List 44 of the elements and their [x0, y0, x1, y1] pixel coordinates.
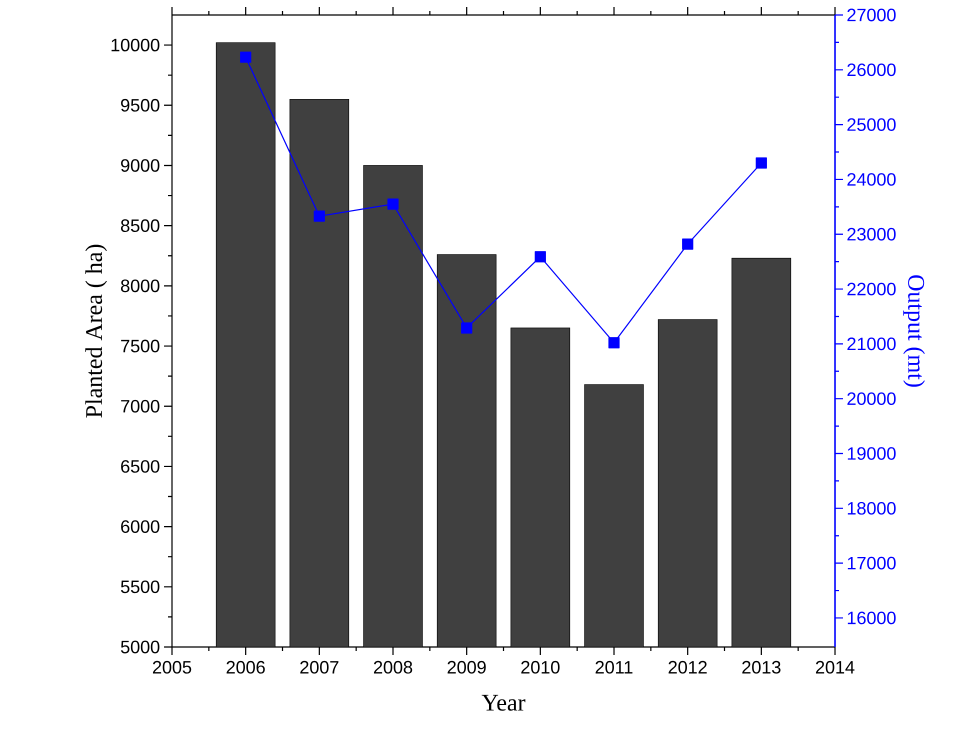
y2-tick-label: 21000 [847, 338, 896, 350]
y-tick-label: 5500 [120, 580, 160, 594]
y2-tick-label: 27000 [847, 8, 896, 22]
y2-tick-label: 19000 [848, 447, 896, 460]
point [682, 238, 694, 250]
y-tick-label: 8500 [120, 219, 160, 232]
x-tick-label: 2007 [300, 660, 338, 674]
x-tick-label: 2011 [596, 660, 632, 674]
y-tick-label: 9500 [121, 98, 160, 112]
y-tick-label: 9000 [121, 159, 160, 172]
y2-tick-label: 20000 [847, 392, 896, 406]
y2-tick-label: 26000 [847, 63, 896, 76]
x-tick-label: 2012 [668, 660, 707, 674]
x-tick-label: 2008 [374, 660, 412, 674]
y-tick-label: 6500 [121, 460, 160, 473]
y2-tick-label: 22000 [847, 282, 896, 296]
x-tick-label: 2014 [816, 660, 854, 674]
x-axis-title: Year [482, 694, 526, 711]
point [608, 337, 620, 348]
y2-tick-label: 17000 [848, 556, 896, 570]
y2-tick-label: 23000 [847, 228, 896, 241]
point [534, 251, 546, 262]
y-tick-label: 10000 [112, 38, 160, 52]
y2-tick-label: 18000 [848, 502, 896, 515]
point [461, 322, 472, 334]
point [756, 157, 767, 169]
y-tick-label: 8000 [120, 279, 160, 292]
x-tick-label: 2010 [521, 660, 560, 674]
y2-tick-label: 25000 [847, 118, 896, 131]
point [387, 198, 399, 210]
y2-tick-label: 24000 [847, 173, 896, 186]
x-tick-label: 2009 [448, 660, 486, 674]
x-tick-label: 2005 [152, 660, 192, 674]
y-tick-label: 7000 [121, 400, 160, 413]
x-tick-label: 2006 [226, 660, 265, 674]
y2-axis-title: Output (mt) [903, 275, 925, 387]
y2-tick-label: 16000 [848, 612, 896, 624]
x-tick-label: 2013 [742, 660, 780, 674]
y-axis-title: Planted Area ( ha) [85, 244, 107, 418]
y-tick-label: 6000 [121, 520, 160, 533]
point [240, 52, 252, 63]
y-tick-label: 5000 [120, 640, 160, 654]
y-tick-label: 7500 [121, 340, 160, 352]
point [314, 210, 325, 222]
